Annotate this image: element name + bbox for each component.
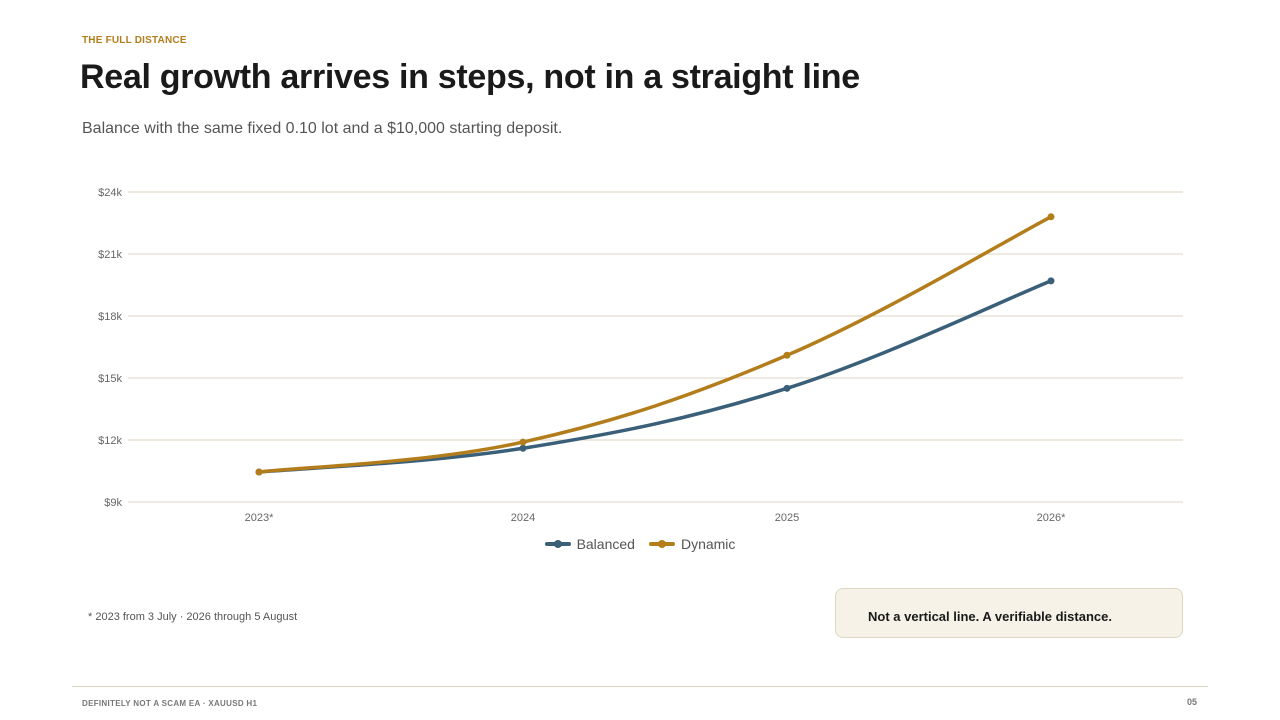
y-tick-label: $15k (98, 373, 122, 385)
legend-swatch-balanced (544, 538, 571, 550)
y-tick-label: $9k (104, 497, 122, 509)
x-tick-label: 2026* (1037, 512, 1066, 524)
x-tick-label: 2023* (245, 512, 274, 524)
data-point-dynamic (519, 438, 527, 446)
slide-subtitle: Balance with the same fixed 0.10 lot and… (82, 120, 563, 137)
eyebrow-label: THE FULL DISTANCE (82, 35, 187, 46)
data-point-dynamic (1047, 213, 1055, 221)
legend-item-balanced: Balanced (544, 536, 635, 552)
footer-divider (72, 686, 1208, 687)
page-number: 05 (1187, 697, 1198, 707)
data-point-dynamic (783, 351, 791, 359)
x-tick-label: 2024 (511, 512, 535, 524)
y-tick-label: $18k (98, 311, 122, 323)
data-point-balanced (783, 384, 791, 392)
x-tick-label: 2025 (775, 512, 799, 524)
y-tick-label: $21k (98, 249, 122, 261)
series-line-dynamic (257, 215, 1053, 474)
callout-box: Not a vertical line. A verifiable distan… (835, 588, 1183, 638)
slide-title: Real growth arrives in steps, not in a s… (80, 58, 860, 96)
data-point-balanced (1047, 277, 1055, 285)
chart-legend: Balanced Dynamic (0, 536, 1280, 552)
legend-swatch-dynamic (648, 538, 675, 550)
legend-item-dynamic: Dynamic (648, 536, 736, 552)
y-tick-label: $12k (98, 435, 122, 447)
data-point-dynamic (255, 468, 263, 476)
data-point-balanced (519, 444, 527, 452)
footnote: * 2023 from 3 July · 2026 through 5 Augu… (88, 611, 298, 623)
legend-label-dynamic: Dynamic (680, 536, 736, 552)
y-tick-label: $24k (98, 187, 122, 199)
footer-label: DEFINITELY NOT A SCAM EA · XAUUSD H1 (82, 699, 258, 708)
callout-text: Not a vertical line. A verifiable distan… (868, 609, 1112, 624)
legend-label-balanced: Balanced (576, 536, 635, 552)
series-line-balanced (257, 279, 1053, 474)
